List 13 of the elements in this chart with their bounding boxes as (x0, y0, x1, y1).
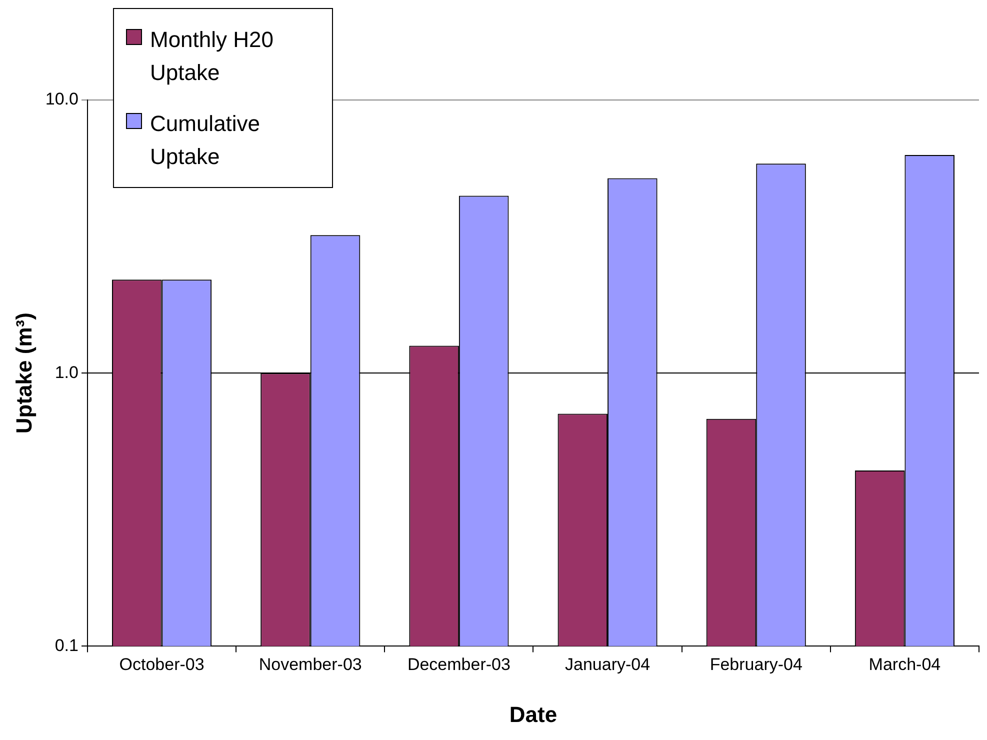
x-axis-title: Date (509, 702, 558, 727)
x-tick-label: February-04 (710, 655, 802, 674)
x-tick-label: January-04 (565, 655, 650, 674)
y-tick-label: 1.0 (54, 362, 78, 382)
x-tick-label: December-03 (407, 655, 510, 674)
y-tick-label: 0.1 (54, 636, 78, 655)
y-tick-label: 10.0 (45, 90, 78, 109)
y-axis-title: Uptake (m³) (11, 312, 36, 434)
x-tick-label: October-03 (119, 655, 204, 674)
legend-label: Cumulative Uptake (150, 110, 262, 171)
x-tick-label: November-03 (258, 655, 362, 674)
legend-label: Monthly H20 Uptake (150, 26, 275, 87)
x-tick-label: March-04 (868, 655, 941, 674)
